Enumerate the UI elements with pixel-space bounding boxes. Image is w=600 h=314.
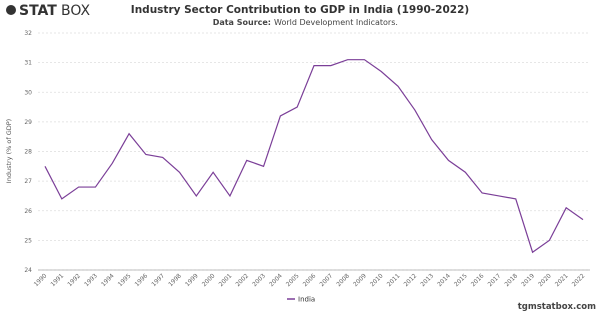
- x-tick-label: 1998: [167, 272, 183, 288]
- y-tick-label: 29: [24, 119, 32, 126]
- x-tick-label: 1995: [117, 272, 133, 288]
- x-tick-label: 2012: [403, 272, 419, 288]
- x-tick-label: 2002: [234, 272, 250, 288]
- chart-title: Industry Sector Contribution to GDP in I…: [131, 4, 469, 16]
- x-tick-label: 2018: [503, 272, 519, 288]
- x-tick-label: 2007: [318, 272, 334, 288]
- x-tick-label: 2017: [487, 272, 503, 288]
- x-tick-label: 1999: [184, 272, 200, 288]
- x-tick-label: 1992: [66, 272, 82, 288]
- x-tick-label: 2008: [335, 272, 351, 288]
- y-tick-label: 28: [24, 149, 32, 156]
- x-tick-label: 2021: [554, 272, 570, 288]
- logo-light: BOX: [61, 3, 90, 19]
- footer: tgmstatbox.com: [518, 302, 596, 312]
- x-tick-label: 1994: [100, 272, 116, 288]
- x-tick-label: 2006: [302, 272, 318, 288]
- x-tick-label: 2001: [218, 272, 234, 288]
- source-label: Data Source:: [213, 18, 271, 27]
- x-tick-label: 2019: [520, 272, 536, 288]
- y-tick-label: 24: [24, 267, 32, 274]
- y-tick-label: 27: [24, 178, 32, 185]
- y-tick-label: 30: [24, 89, 32, 96]
- x-tick-label: 2016: [470, 272, 486, 288]
- line: [44, 59, 584, 254]
- x-tick-label: 2004: [268, 272, 284, 288]
- x-tick-label: 1990: [33, 272, 49, 288]
- y-tick-label: 32: [24, 30, 32, 37]
- logo-bold: STAT: [19, 3, 57, 19]
- x-tick-label: 2005: [285, 272, 301, 288]
- x-tick-label: 2015: [453, 272, 469, 288]
- legend-label: India: [298, 296, 315, 304]
- x-tick-label: 1997: [150, 272, 166, 288]
- x-tick-label: 2003: [251, 272, 267, 288]
- x-tick-label: 2013: [419, 272, 435, 288]
- logo-icon: [6, 5, 16, 15]
- x-tick-label: 2020: [537, 272, 553, 288]
- y-tick-label: 25: [24, 237, 32, 244]
- y-tick-label: 26: [24, 208, 32, 215]
- y-tick-label: 31: [24, 60, 32, 67]
- x-tick-label: 1991: [49, 272, 65, 288]
- x-tick-label: 2014: [436, 272, 452, 288]
- source: World Development Indicators.: [274, 18, 398, 27]
- x-tick-label: 1996: [134, 272, 150, 288]
- x-tick-label: 2000: [201, 272, 217, 288]
- x-tick-label: 1993: [83, 272, 99, 288]
- x-tick-label: 2010: [369, 272, 385, 288]
- y-axis-label: Industry (% of GDP): [5, 119, 13, 183]
- x-tick-label: 2011: [386, 272, 402, 288]
- x-tick-label: 2022: [571, 272, 587, 288]
- logo: STAT BOX: [6, 3, 90, 19]
- x-tick-label: 2009: [352, 272, 368, 288]
